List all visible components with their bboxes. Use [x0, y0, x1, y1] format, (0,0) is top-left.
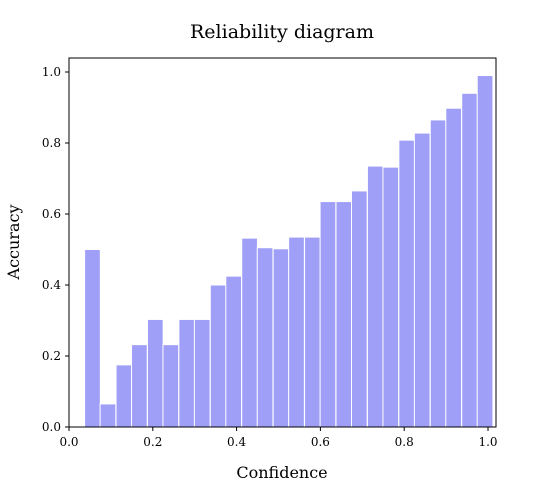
- y-tick-label: 0.4: [42, 278, 61, 292]
- x-tick-label: 0.8: [395, 435, 414, 449]
- y-axis-label: Accuracy: [4, 205, 23, 281]
- plot-frame: [68, 57, 497, 428]
- bar: [146, 318, 164, 428]
- bar: [288, 236, 305, 428]
- x-tick-label: 0.6: [311, 435, 330, 449]
- y-tick-label: 0.8: [42, 136, 61, 150]
- bar: [319, 201, 337, 428]
- bar: [241, 237, 258, 428]
- bar: [398, 139, 416, 428]
- x-tick-label: 0.2: [143, 435, 162, 449]
- bar: [366, 165, 384, 428]
- y-axis: 0.0 0.2 0.4 0.6 0.8 1.0: [42, 65, 69, 434]
- bar: [335, 201, 353, 428]
- bar: [256, 247, 274, 428]
- bar: [225, 275, 243, 428]
- bar: [382, 166, 400, 428]
- y-tick-label: 0.0: [42, 420, 61, 434]
- x-axis-label: Confidence: [236, 463, 327, 480]
- bar: [476, 75, 494, 428]
- bar: [84, 249, 101, 428]
- bar: [115, 364, 133, 428]
- bar: [162, 344, 180, 428]
- bar: [351, 190, 368, 428]
- chart-title: Reliability diagram: [190, 21, 374, 43]
- bars-group: [84, 75, 494, 428]
- y-tick-label: 0.6: [42, 207, 61, 221]
- y-tick-label: 1.0: [42, 65, 61, 79]
- bar: [178, 318, 196, 428]
- bar: [209, 284, 227, 428]
- bar: [445, 107, 463, 428]
- x-tick-label: 1.0: [478, 435, 497, 449]
- bar: [131, 344, 148, 428]
- bar: [193, 318, 211, 428]
- bar: [461, 92, 478, 428]
- bar: [429, 119, 447, 428]
- bar: [413, 132, 431, 428]
- x-tick-label: 0.4: [227, 435, 246, 449]
- bar: [272, 248, 290, 428]
- x-tick-label: 0.0: [59, 435, 78, 449]
- bar: [99, 403, 117, 428]
- x-axis: 0.0 0.2 0.4 0.6 0.8 1.0: [59, 427, 498, 449]
- bar: [304, 236, 321, 428]
- y-tick-label: 0.2: [42, 349, 61, 363]
